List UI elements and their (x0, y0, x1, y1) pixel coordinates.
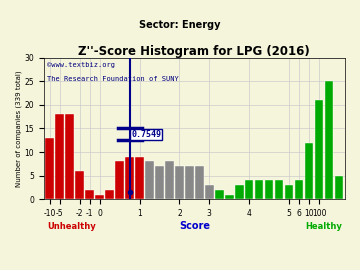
Bar (105, 190, 114, 199)
Bar (215, 190, 224, 199)
Bar (76, 171, 84, 199)
Bar (195, 166, 204, 199)
Bar (325, 81, 333, 199)
Bar (245, 180, 253, 199)
Text: 0.7549: 0.7549 (131, 130, 161, 139)
Text: ©www.textbiz.org: ©www.textbiz.org (47, 62, 115, 68)
X-axis label: Score: Score (179, 221, 210, 231)
Bar (55, 114, 64, 199)
Bar (335, 176, 343, 199)
Text: The Research Foundation of SUNY: The Research Foundation of SUNY (47, 76, 179, 82)
Bar (85, 190, 94, 199)
Bar (225, 194, 234, 199)
Bar (165, 161, 174, 199)
Bar (255, 180, 264, 199)
Bar (175, 166, 184, 199)
Bar (125, 157, 134, 199)
Title: Z''-Score Histogram for LPG (2016): Z''-Score Histogram for LPG (2016) (78, 45, 310, 58)
Bar (185, 166, 194, 199)
Bar (295, 180, 303, 199)
Bar (155, 166, 164, 199)
Bar (205, 185, 213, 199)
Text: Unhealthy: Unhealthy (47, 222, 95, 231)
Bar (315, 100, 323, 199)
Bar (115, 161, 124, 199)
Bar (285, 185, 293, 199)
Y-axis label: Number of companies (339 total): Number of companies (339 total) (15, 70, 22, 187)
Bar (145, 161, 154, 199)
Bar (95, 194, 104, 199)
Bar (66, 114, 74, 199)
Text: Sector: Energy: Sector: Energy (139, 20, 221, 30)
Bar (275, 180, 283, 199)
Text: Healthy: Healthy (305, 222, 342, 231)
Bar (235, 185, 243, 199)
Bar (265, 180, 274, 199)
Bar (45, 138, 54, 199)
Bar (305, 143, 313, 199)
Bar (135, 157, 144, 199)
